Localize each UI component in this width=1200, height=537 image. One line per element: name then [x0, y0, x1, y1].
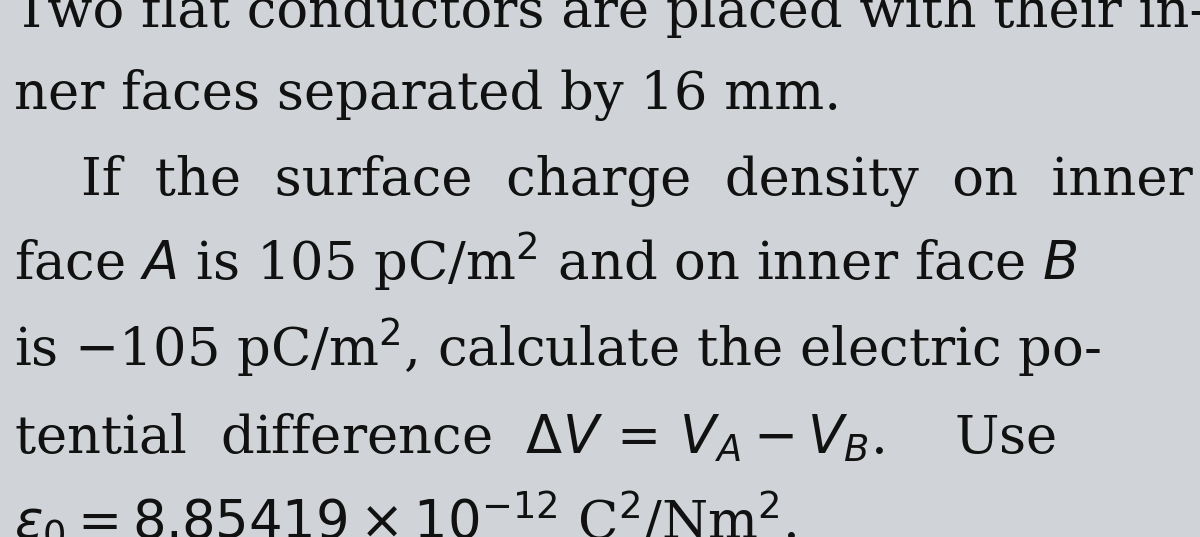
Text: ner faces separated by 16 mm.: ner faces separated by 16 mm.: [14, 69, 841, 121]
Text: face $A$ is 105 pC/m$^2$ and on inner face $B$: face $A$ is 105 pC/m$^2$ and on inner fa…: [14, 229, 1078, 293]
Text: $\epsilon_0 = 8.85419 \times 10^{-12}$ C$^2$/Nm$^2$.: $\epsilon_0 = 8.85419 \times 10^{-12}$ C…: [14, 489, 797, 537]
Text: Two flat conductors are placed with their in-: Two flat conductors are placed with thei…: [14, 0, 1200, 38]
Text: tential  difference  $\Delta V\, =\, V_A - V_B$.    Use: tential difference $\Delta V\, =\, V_A -…: [14, 412, 1057, 465]
Text: is $-$105 pC/m$^2$, calculate the electric po-: is $-$105 pC/m$^2$, calculate the electr…: [14, 315, 1102, 379]
Text: If  the  surface  charge  density  on  inner: If the surface charge density on inner: [14, 155, 1193, 207]
